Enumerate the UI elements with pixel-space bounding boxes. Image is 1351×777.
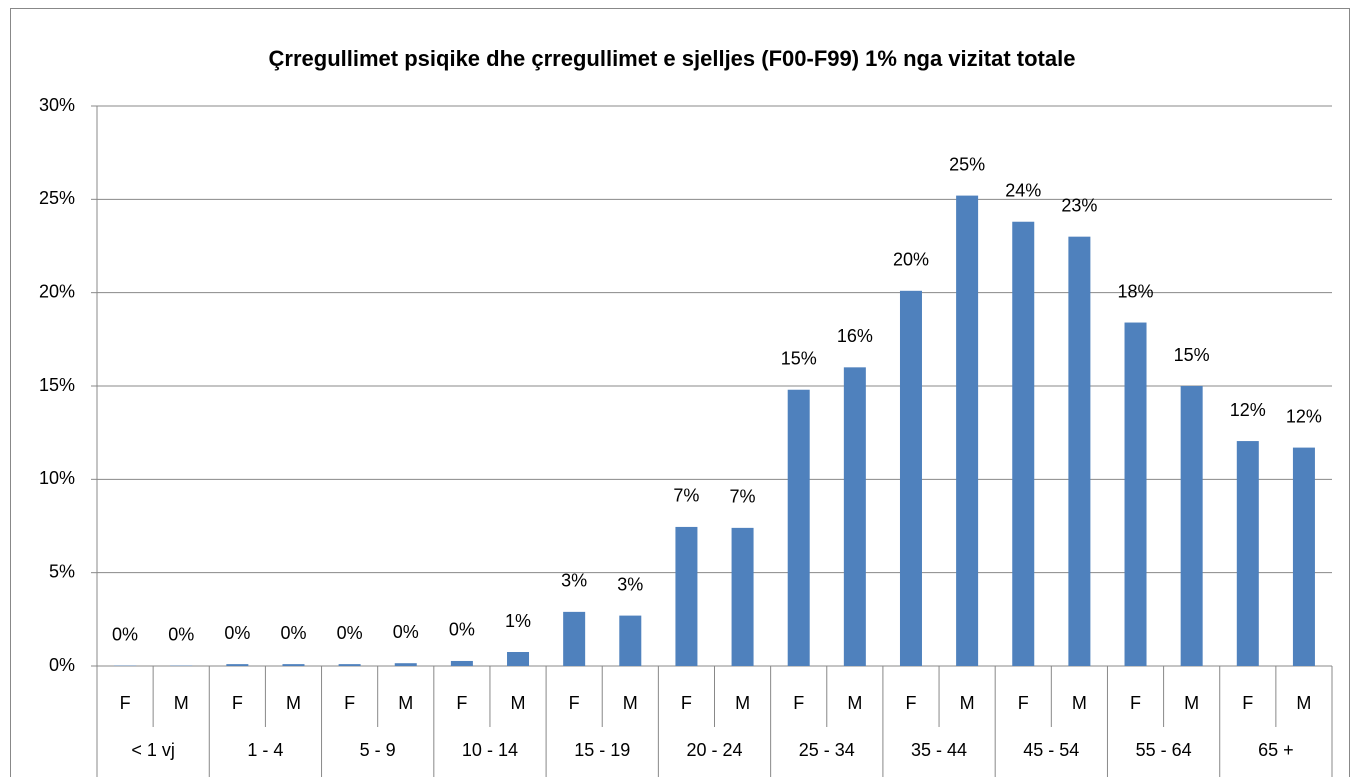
bar — [450, 660, 473, 666]
data-label: 20% — [893, 250, 929, 270]
group-label: 55 - 64 — [1136, 740, 1192, 760]
x-tick-label: M — [1184, 693, 1199, 713]
group-label: 35 - 44 — [911, 740, 967, 760]
bar — [675, 526, 698, 666]
x-tick-label: M — [511, 693, 526, 713]
bar — [563, 611, 586, 666]
data-label: 1% — [505, 611, 531, 631]
group-label: 1 - 4 — [247, 740, 283, 760]
bar — [1012, 221, 1035, 666]
y-tick-label: 20% — [39, 281, 75, 301]
bar — [956, 195, 979, 666]
x-tick-label: F — [681, 693, 692, 713]
data-label: 15% — [781, 348, 817, 368]
data-label: 0% — [168, 624, 194, 644]
x-tick-label: F — [1242, 693, 1253, 713]
bar — [1180, 386, 1203, 666]
x-tick-label: M — [623, 693, 638, 713]
data-label: 7% — [673, 486, 699, 506]
x-tick-label: F — [344, 693, 355, 713]
x-tick-label: F — [456, 693, 467, 713]
x-tick-label: F — [232, 693, 243, 713]
data-label: 0% — [224, 623, 250, 643]
data-label: 25% — [949, 154, 985, 174]
data-label: 23% — [1061, 195, 1097, 215]
x-tick-label: M — [174, 693, 189, 713]
y-tick-label: 0% — [49, 655, 75, 675]
data-label: 0% — [449, 620, 475, 640]
data-label: 16% — [837, 326, 873, 346]
x-tick-label: M — [286, 693, 301, 713]
data-label: 15% — [1174, 345, 1210, 365]
data-label: 24% — [1005, 180, 1041, 200]
group-label: 65 + — [1258, 740, 1294, 760]
x-tick-label: F — [793, 693, 804, 713]
data-label: 3% — [617, 574, 643, 594]
x-tick-label: F — [120, 693, 131, 713]
x-tick-label: F — [569, 693, 580, 713]
group-label: < 1 vj — [131, 740, 175, 760]
group-label: 20 - 24 — [686, 740, 742, 760]
x-tick-label: M — [1072, 693, 1087, 713]
bar — [282, 664, 305, 666]
bar — [843, 367, 866, 666]
group-label: 15 - 19 — [574, 740, 630, 760]
bar — [338, 664, 361, 666]
x-tick-label: F — [1018, 693, 1029, 713]
data-label: 18% — [1118, 281, 1154, 301]
group-label: 45 - 54 — [1023, 740, 1079, 760]
x-tick-label: F — [1130, 693, 1141, 713]
group-label: 10 - 14 — [462, 740, 518, 760]
bar — [1292, 447, 1315, 666]
bar — [507, 652, 530, 666]
x-tick-label: M — [1296, 693, 1311, 713]
y-tick-label: 15% — [39, 375, 75, 395]
data-label: 0% — [337, 623, 363, 643]
y-tick-label: 5% — [49, 561, 75, 581]
y-tick-label: 30% — [39, 95, 75, 115]
bar — [787, 389, 810, 666]
bar — [731, 527, 754, 666]
bar — [1068, 236, 1091, 666]
data-label: 7% — [730, 487, 756, 507]
group-label: 25 - 34 — [799, 740, 855, 760]
group-label: 5 - 9 — [360, 740, 396, 760]
x-tick-label: M — [960, 693, 975, 713]
x-tick-label: F — [905, 693, 916, 713]
x-tick-label: M — [847, 693, 862, 713]
bar — [1124, 322, 1147, 666]
chart-title: Çrregullimet psiqike dhe çrregullimet e … — [269, 46, 1076, 71]
y-tick-label: 25% — [39, 188, 75, 208]
data-label: 12% — [1230, 400, 1266, 420]
bar — [899, 290, 922, 666]
x-tick-label: M — [398, 693, 413, 713]
data-label: 12% — [1286, 406, 1322, 426]
bar — [226, 664, 249, 666]
y-tick-label: 10% — [39, 468, 75, 488]
data-label: 3% — [561, 571, 587, 591]
bar — [619, 615, 642, 666]
x-tick-label: M — [735, 693, 750, 713]
data-label: 0% — [393, 622, 419, 642]
bar — [1236, 441, 1259, 666]
data-label: 0% — [112, 624, 138, 644]
bar — [394, 663, 417, 666]
data-label: 0% — [280, 623, 306, 643]
